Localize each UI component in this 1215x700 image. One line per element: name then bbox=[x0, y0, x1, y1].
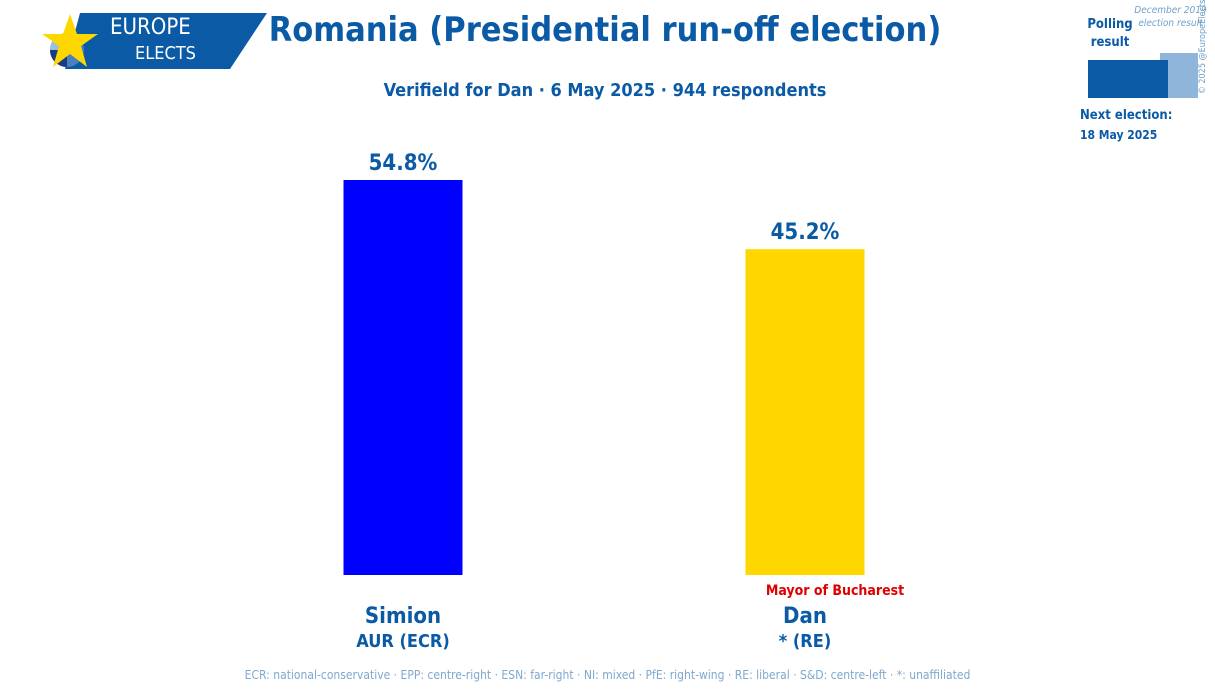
candidate-name: Dan bbox=[783, 604, 827, 629]
value-label: 54.8% bbox=[369, 151, 438, 176]
footer-legend: ECR: national-conservative · EPP: centre… bbox=[244, 668, 971, 682]
next-election-label: Next election: bbox=[1080, 108, 1173, 123]
chart-title: Romania (Presidential run-off election) bbox=[268, 10, 942, 50]
bar-simion bbox=[343, 180, 463, 575]
next-election-date: 18 May 2025 bbox=[1080, 128, 1158, 142]
legend-polling-label: Polling result bbox=[1087, 17, 1133, 50]
logo: EUROPE ELECTS bbox=[25, 12, 270, 70]
chart-subtitle: Verifield for Dan · 6 May 2025 · 944 res… bbox=[383, 80, 827, 101]
candidate-annotation: Mayor of Bucharest bbox=[766, 583, 904, 599]
copyright: © 2025 @EuropeElects bbox=[1198, 0, 1208, 95]
value-label: 45.2% bbox=[771, 220, 840, 245]
candidate-name: Simion bbox=[365, 604, 441, 629]
candidate-party: AUR (ECR) bbox=[356, 631, 449, 652]
candidate-party: * (RE) bbox=[779, 631, 831, 652]
logo-line1: EUROPE bbox=[110, 15, 191, 40]
logo-graphic bbox=[42, 13, 267, 69]
bar-dan bbox=[745, 249, 865, 575]
legend-polling-swatch bbox=[1088, 60, 1168, 98]
legend-previous-label: December 2019 election result bbox=[1134, 5, 1207, 29]
logo-line2: ELECTS bbox=[135, 43, 196, 64]
legend: Polling result December 2019 election re… bbox=[1078, 0, 1208, 147]
